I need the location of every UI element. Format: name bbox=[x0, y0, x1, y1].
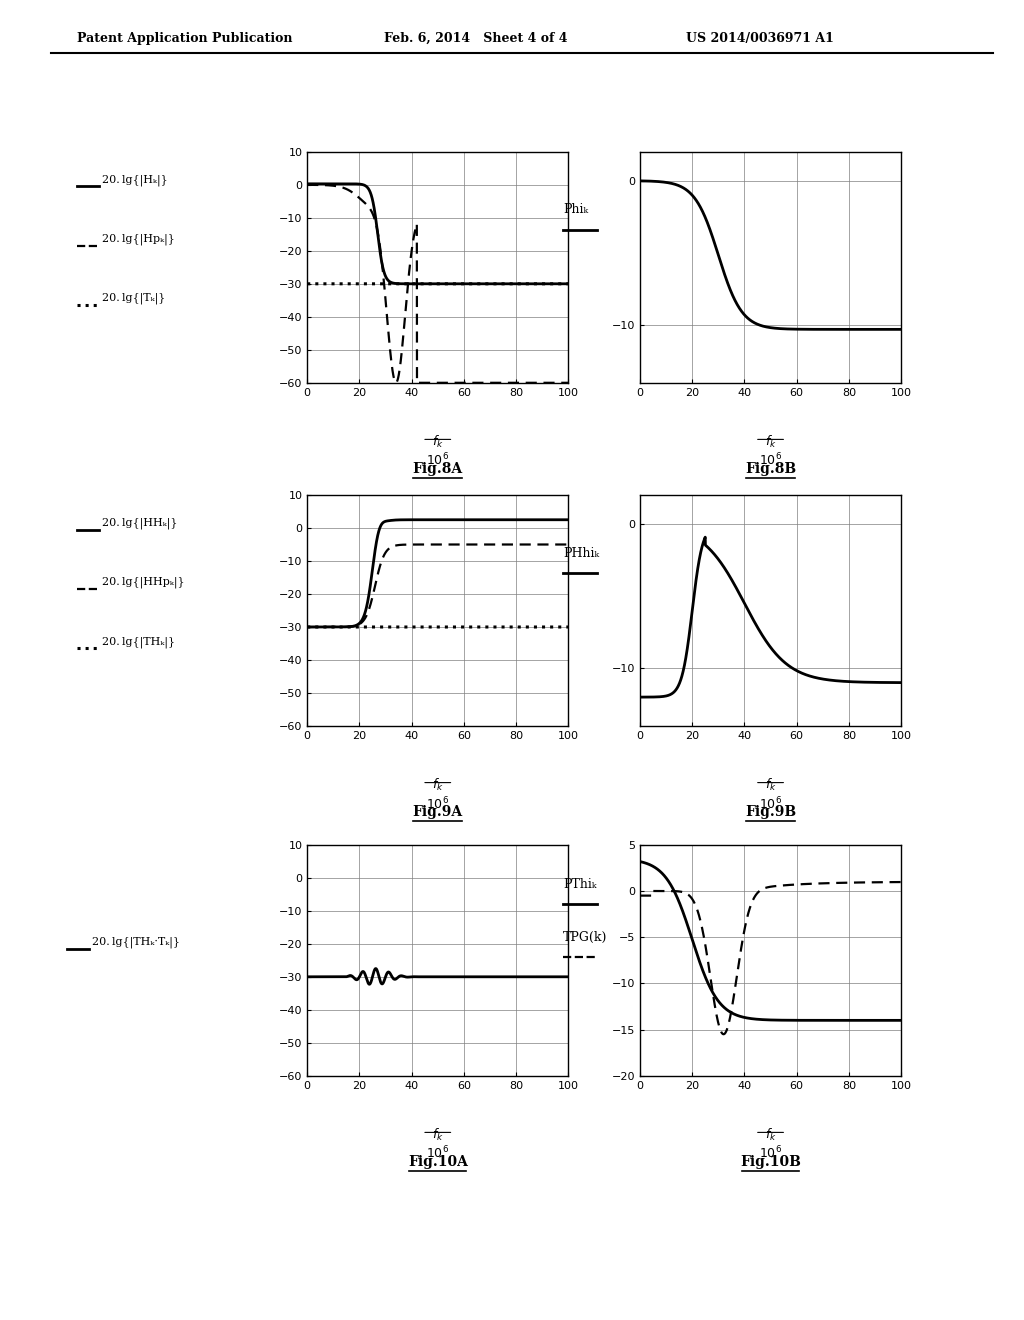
Text: Fig.10B: Fig.10B bbox=[740, 1155, 801, 1168]
Text: Phiₖ: Phiₖ bbox=[563, 203, 589, 216]
Text: PThiₖ: PThiₖ bbox=[563, 878, 597, 891]
Text: $f_k$: $f_k$ bbox=[432, 776, 443, 793]
Text: $f_k$: $f_k$ bbox=[432, 1127, 443, 1143]
Text: 20. lg{|HHpₖ|}: 20. lg{|HHpₖ|} bbox=[102, 577, 185, 589]
Text: Patent Application Publication: Patent Application Publication bbox=[77, 32, 292, 45]
Text: 20. lg{|Hpₖ|}: 20. lg{|Hpₖ|} bbox=[102, 234, 175, 246]
Text: 20. lg{|Hₖ|}: 20. lg{|Hₖ|} bbox=[102, 174, 168, 186]
Text: $f_k$: $f_k$ bbox=[765, 434, 776, 450]
Text: TPG(k): TPG(k) bbox=[563, 931, 607, 944]
Text: $f_k$: $f_k$ bbox=[432, 434, 443, 450]
Text: 20. lg{|THₖ·Tₖ|}: 20. lg{|THₖ·Tₖ|} bbox=[92, 936, 180, 948]
Text: 20. lg{|THₖ|}: 20. lg{|THₖ|} bbox=[102, 636, 175, 648]
Text: $10^6$: $10^6$ bbox=[426, 453, 450, 469]
Text: PHhiₖ: PHhiₖ bbox=[563, 546, 599, 560]
Text: $f_k$: $f_k$ bbox=[765, 776, 776, 793]
Text: Fig.9B: Fig.9B bbox=[745, 805, 796, 818]
Text: Fig.10A: Fig.10A bbox=[408, 1155, 468, 1168]
Text: $10^6$: $10^6$ bbox=[426, 795, 450, 812]
Text: US 2014/0036971 A1: US 2014/0036971 A1 bbox=[686, 32, 834, 45]
Text: 20. lg{|HHₖ|}: 20. lg{|HHₖ|} bbox=[102, 517, 178, 529]
Text: $10^6$: $10^6$ bbox=[426, 1146, 450, 1162]
Text: Fig.9A: Fig.9A bbox=[413, 805, 463, 818]
Text: 20. lg{|Tₖ|}: 20. lg{|Tₖ|} bbox=[102, 293, 166, 305]
Text: Fig.8A: Fig.8A bbox=[413, 462, 463, 475]
Text: $10^6$: $10^6$ bbox=[759, 1146, 782, 1162]
Text: Fig.8B: Fig.8B bbox=[745, 462, 796, 475]
Text: $10^6$: $10^6$ bbox=[759, 453, 782, 469]
Text: Feb. 6, 2014   Sheet 4 of 4: Feb. 6, 2014 Sheet 4 of 4 bbox=[384, 32, 567, 45]
Text: $10^6$: $10^6$ bbox=[759, 795, 782, 812]
Text: $f_k$: $f_k$ bbox=[765, 1127, 776, 1143]
